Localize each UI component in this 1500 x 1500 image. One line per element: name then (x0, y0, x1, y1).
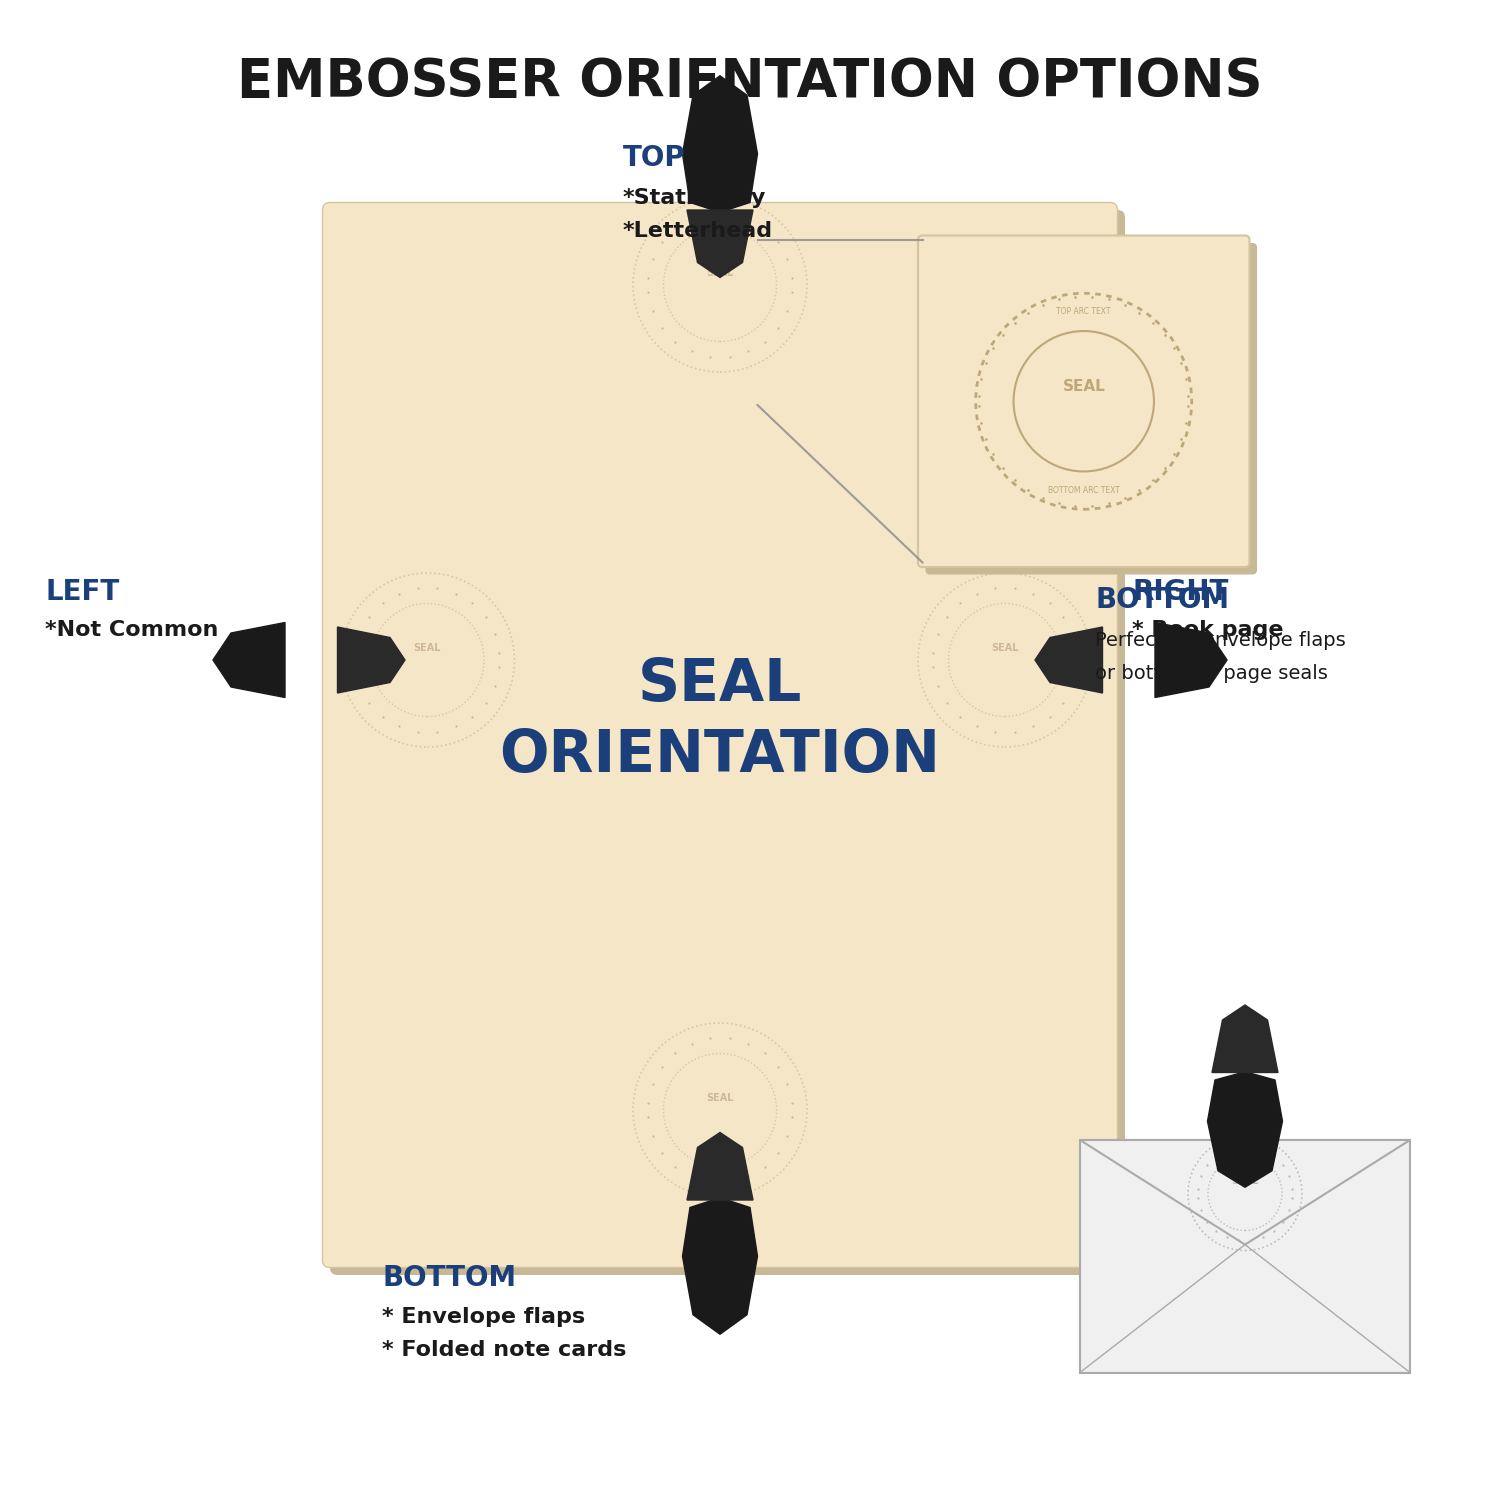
Polygon shape (213, 622, 285, 698)
FancyBboxPatch shape (322, 202, 1118, 1268)
Text: SEAL: SEAL (1062, 380, 1106, 394)
Text: BOTTOM: BOTTOM (382, 1264, 516, 1292)
Text: * Book page: * Book page (1132, 620, 1284, 640)
Text: TOP ARC TEXT: TOP ARC TEXT (1056, 308, 1112, 316)
Text: LEFT: LEFT (45, 579, 120, 606)
FancyBboxPatch shape (330, 210, 1125, 1275)
Text: RIGHT: RIGHT (1132, 579, 1228, 606)
Polygon shape (1080, 1140, 1410, 1245)
Text: SEAL: SEAL (706, 1094, 734, 1102)
Text: *Not Common: *Not Common (45, 620, 219, 640)
Text: * Envelope flaps: * Envelope flaps (382, 1306, 585, 1328)
Text: *Letterhead: *Letterhead (622, 220, 772, 242)
Text: * Folded note cards: * Folded note cards (382, 1340, 627, 1360)
Text: SEAL: SEAL (414, 644, 441, 652)
Polygon shape (687, 210, 753, 278)
Polygon shape (1212, 1005, 1278, 1072)
Text: SEAL: SEAL (1232, 1176, 1258, 1186)
Polygon shape (1035, 627, 1102, 693)
Text: SEAL
ORIENTATION: SEAL ORIENTATION (500, 657, 940, 783)
Polygon shape (682, 75, 758, 213)
Polygon shape (687, 1132, 753, 1200)
Text: TOP: TOP (622, 144, 686, 171)
Text: EMBOSSER ORIENTATION OPTIONS: EMBOSSER ORIENTATION OPTIONS (237, 57, 1263, 108)
FancyBboxPatch shape (918, 236, 1250, 567)
Polygon shape (682, 1197, 758, 1335)
Text: SEAL: SEAL (706, 268, 734, 278)
Text: Perfect for envelope flaps: Perfect for envelope flaps (1095, 632, 1346, 650)
Text: BOTTOM: BOTTOM (1095, 586, 1228, 613)
Text: *Stationery: *Stationery (622, 188, 766, 209)
Text: BOTTOM ARC TEXT: BOTTOM ARC TEXT (1048, 486, 1119, 495)
Polygon shape (1155, 622, 1227, 698)
FancyBboxPatch shape (1080, 1140, 1410, 1372)
FancyBboxPatch shape (926, 243, 1257, 574)
Polygon shape (1208, 1071, 1282, 1188)
Text: or bottom of page seals: or bottom of page seals (1095, 664, 1328, 682)
Polygon shape (338, 627, 405, 693)
Text: SEAL: SEAL (992, 644, 1018, 652)
